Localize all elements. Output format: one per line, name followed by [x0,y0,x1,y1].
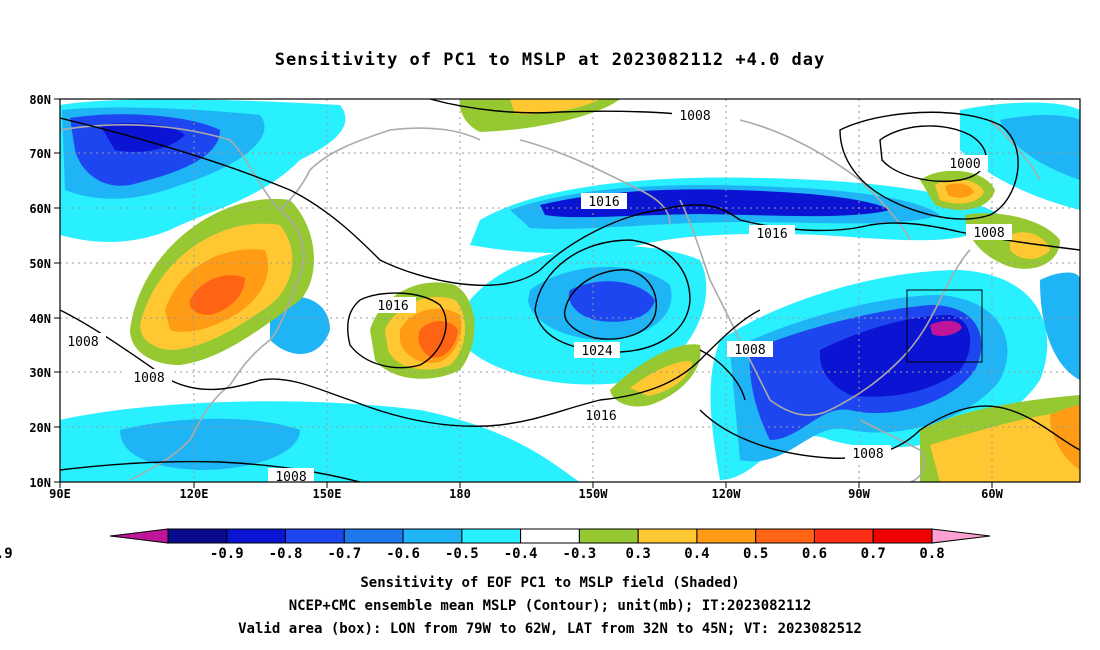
contour-label: 1024 [581,344,612,359]
lat-label: 10N [29,476,51,490]
colorbar-tick-label: -0.8 [269,546,303,562]
contour-label: 1000 [949,157,980,172]
colorbar-segment [402,528,463,544]
colorbar-segment [755,528,815,544]
latitude-labels: 80N 70N 60N 50N 40N 30N 20N 10N [29,93,51,490]
colorbar-segment [167,528,228,544]
colorbar [109,528,991,544]
contour-label: 1016 [585,409,616,424]
colorbar-segment [226,528,287,544]
contour-label: 1008 [679,109,710,124]
colorbar-tick-label: 0.9 [0,546,13,562]
lon-label: 120W [712,487,742,501]
colorbar-tick-label: -0.7 [327,546,361,562]
colorbar-segment [461,528,522,544]
map-title: Sensitivity of PC1 to MSLP at 2023082112… [274,50,826,70]
contour-label: 1008 [67,335,98,350]
colorbar-tick-label: -0.9 [210,546,244,562]
coastlines [60,119,1041,482]
colorbar-tick-label: 0.7 [861,546,886,562]
lon-label: 150E [313,487,342,501]
valid-area-box [906,289,983,363]
contour-label: 1016 [588,195,619,210]
colorbar-low-extension [109,528,169,544]
colorbar-labels: -0.9 -0.8 -0.7 -0.6 -0.5 -0.4 -0.3 0.3 0.4 0.5 0.6… [0,546,945,562]
lon-label: 60W [981,487,1003,501]
colorbar-segment [343,528,404,544]
colorbar-tick-label: 0.5 [743,546,768,562]
contour-label: 1008 [133,371,164,386]
longitude-labels: 90E 120E 150E 180 150W 120W 90W 60W [49,487,1003,501]
contour-label: 1016 [377,299,408,314]
lon-label: 150W [579,487,609,501]
contour-labels: 1008 1000 1016 1016 1008 1016 1024 1008 … [60,107,1012,485]
colorbar-tick-label: 0.8 [919,546,944,562]
lat-label: 70N [29,147,51,161]
caption-line-3: Valid area (box): LON from 79W to 62W, L… [238,621,862,637]
lon-label: 90W [848,487,870,501]
lat-label: 50N [29,257,51,271]
colorbar-tick-label: -0.6 [386,546,420,562]
colorbar-segment [813,528,874,544]
contour-label: 1008 [852,447,883,462]
lat-label: 80N [29,93,51,107]
colorbar-segment [578,528,639,544]
colorbar-tick-label: 0.3 [626,546,651,562]
lat-label: 60N [29,202,51,216]
map-frame [59,98,1081,483]
colorbar-high-extension [931,528,991,544]
lat-label: 40N [29,312,51,326]
colorbar-tick-label: 0.4 [684,546,709,562]
colorbar-segment [872,528,933,544]
lat-label: 20N [29,421,51,435]
colorbar-segment [520,528,580,544]
contour-label: 1008 [275,470,306,485]
contour-label: 1016 [756,227,787,242]
colorbar-tick-label: 0.6 [802,546,827,562]
lon-label: 180 [449,487,471,501]
lon-label: 90E [49,487,71,501]
axis-ticks [54,98,993,488]
lon-label: 120E [180,487,209,501]
colorbar-tick-label: -0.4 [504,546,538,562]
colorbar-segment [696,528,757,544]
caption-line-1: Sensitivity of EOF PC1 to MSLP field (Sh… [360,575,740,591]
colorbar-tick-label: -0.3 [563,546,597,562]
lat-label: 30N [29,366,51,380]
contour-label: 1008 [973,226,1004,241]
colorbar-segment [637,528,698,544]
caption-line-2: NCEP+CMC ensemble mean MSLP (Contour); u… [288,598,812,614]
colorbar-segment [285,528,345,544]
colorbar-tick-label: -0.5 [445,546,479,562]
contour-label: 1008 [734,343,765,358]
